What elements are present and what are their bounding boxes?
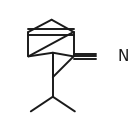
Text: N: N [118, 49, 129, 64]
